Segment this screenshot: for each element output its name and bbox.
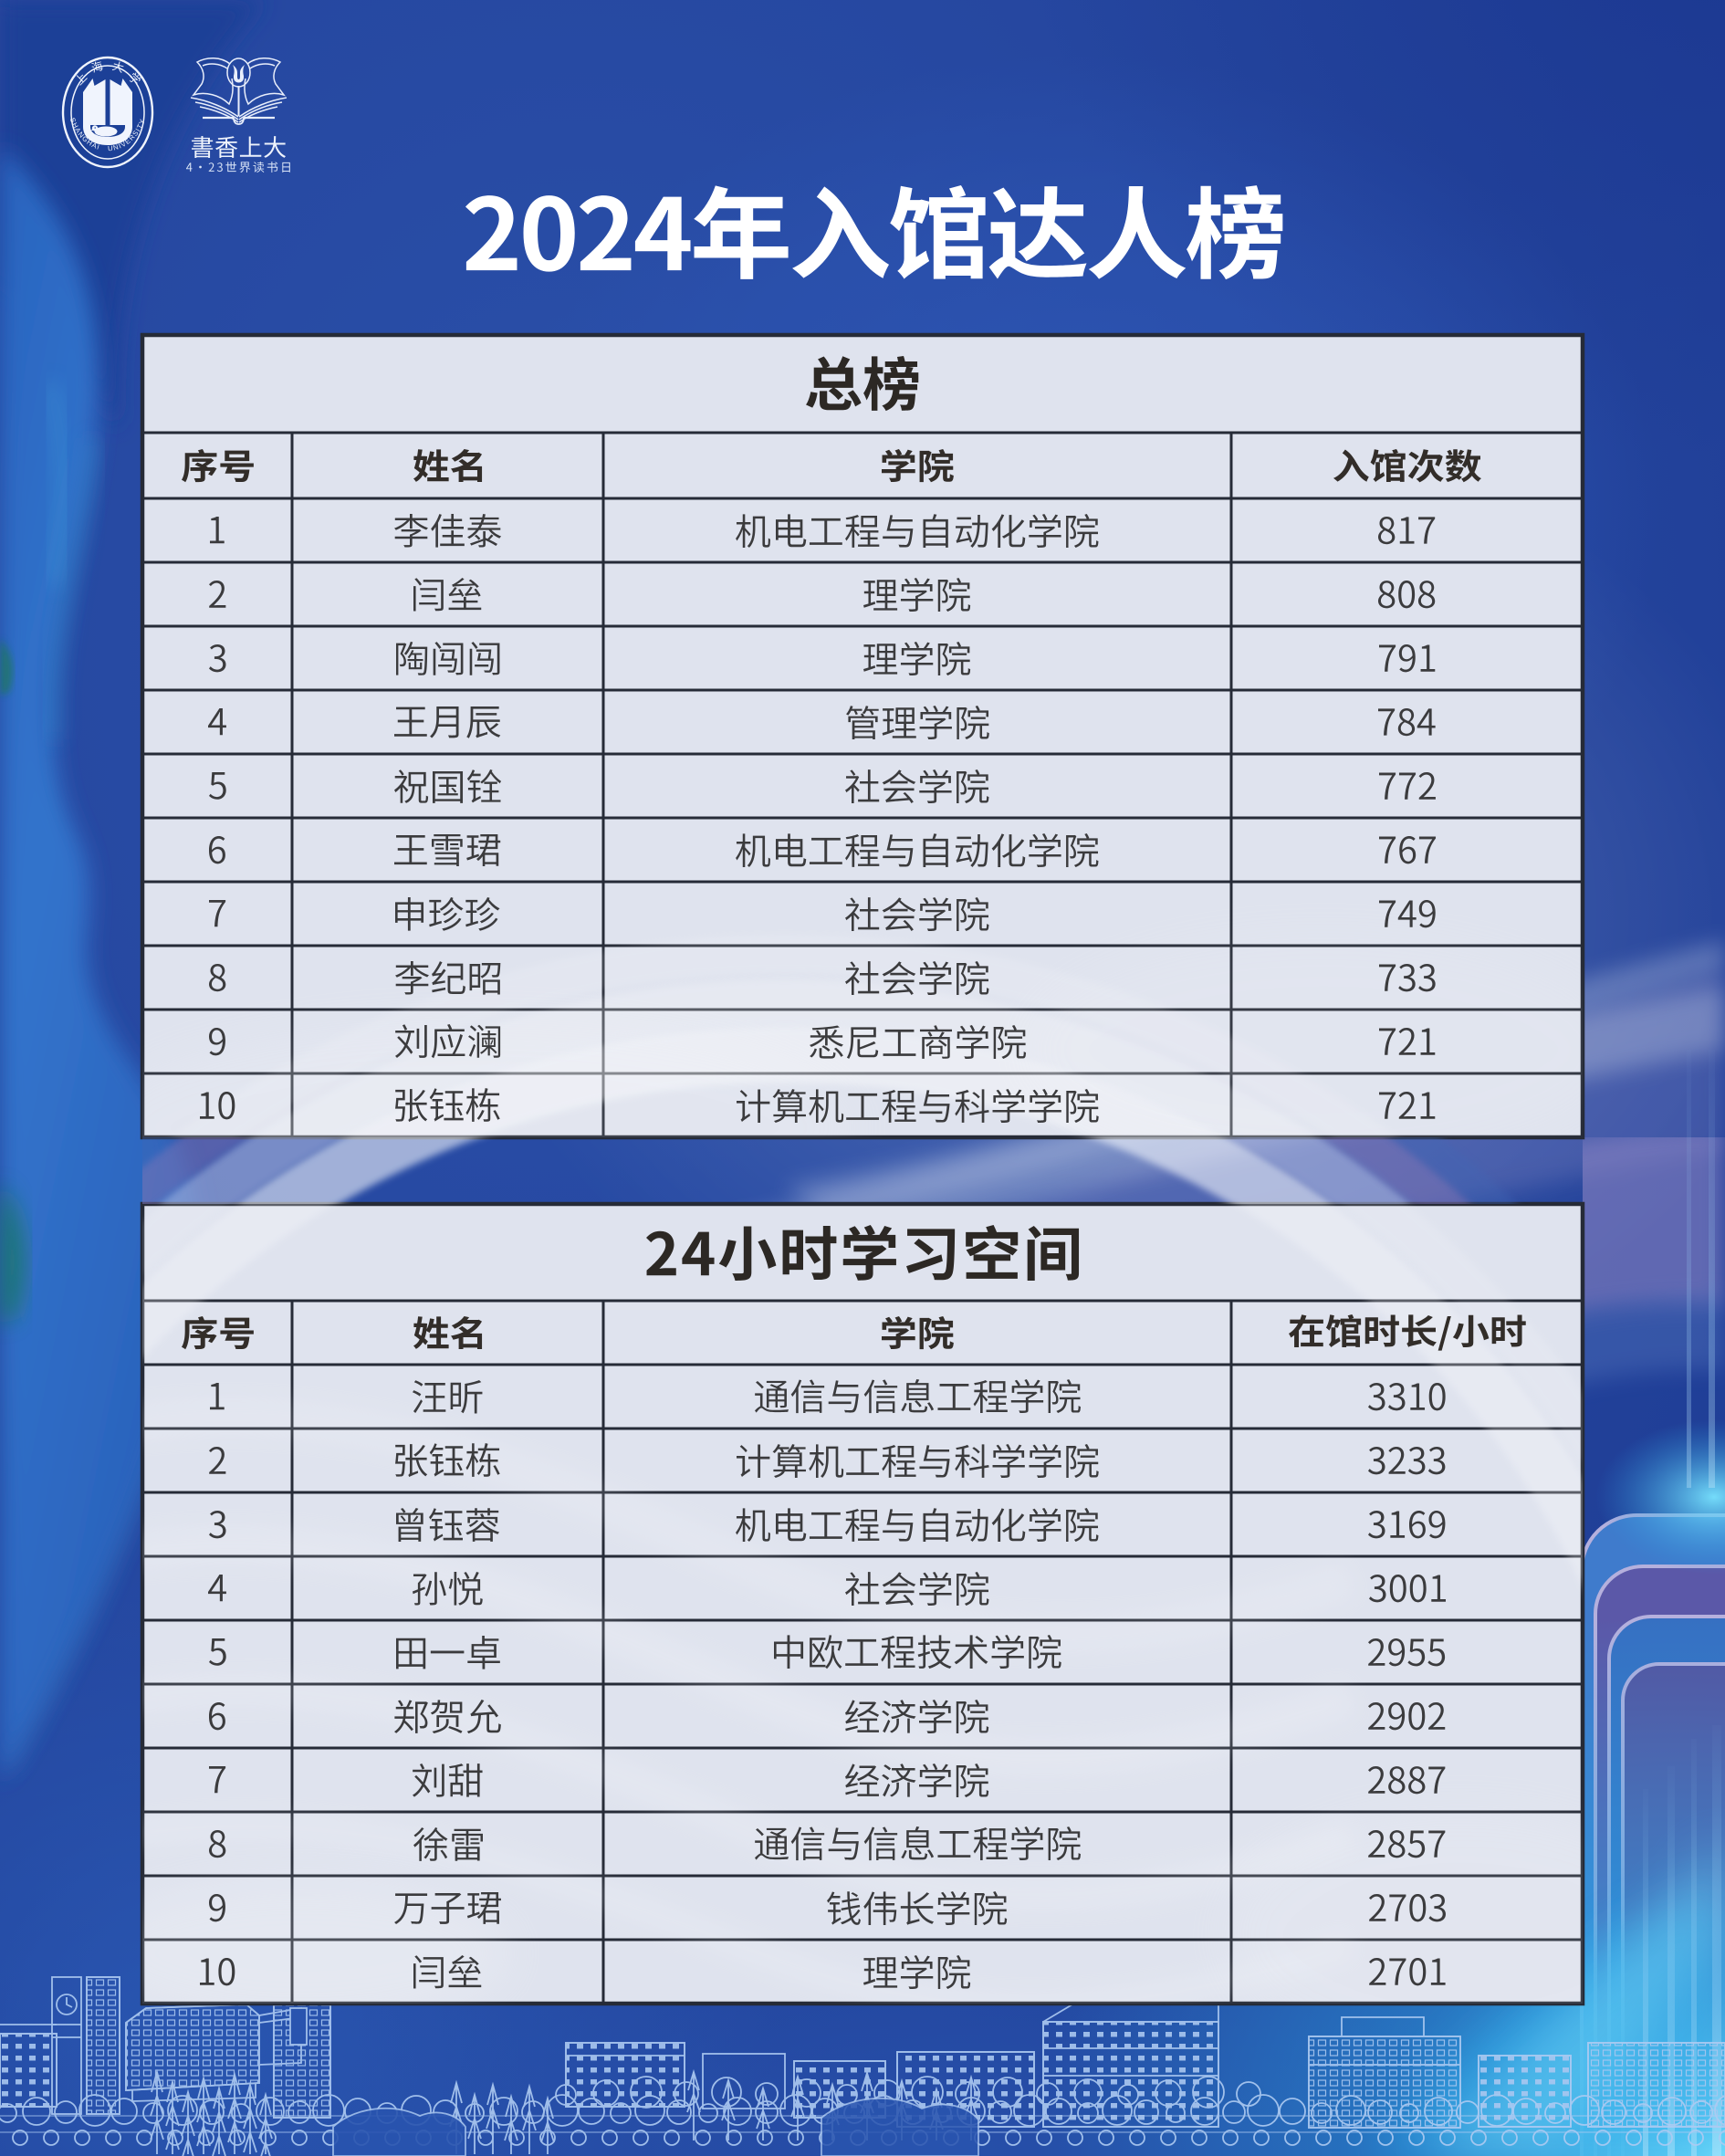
svg-text:SHANGHAI UNIVERSITY: SHANGHAI UNIVERSITY <box>68 117 147 153</box>
